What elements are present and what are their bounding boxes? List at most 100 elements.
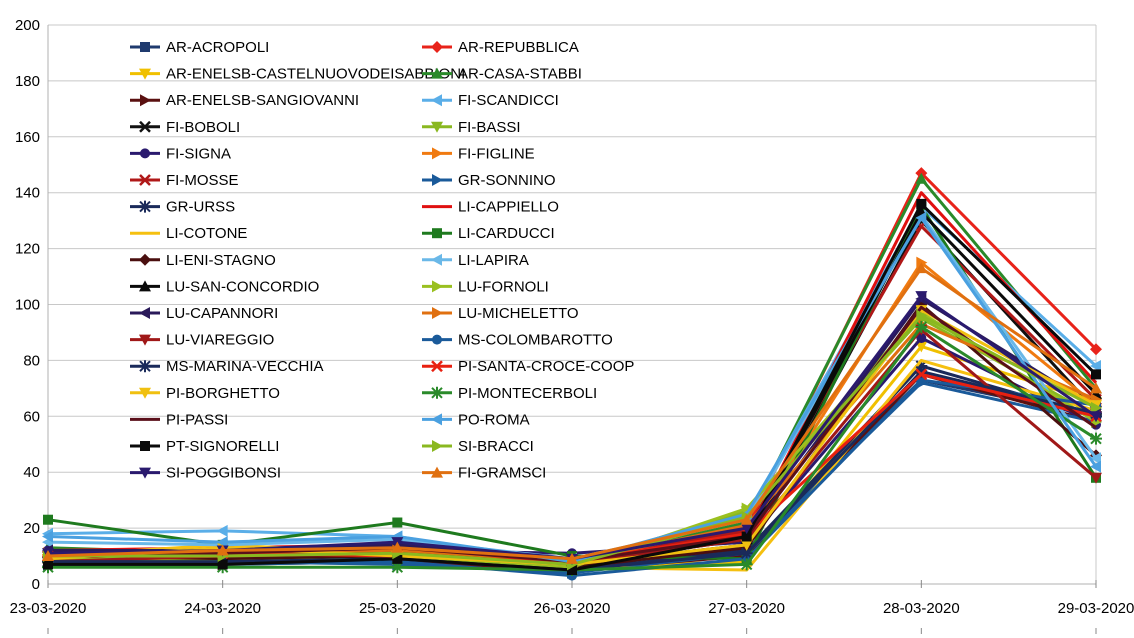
y-tick-label: 60 [23,408,40,425]
x-tick-label: 25-03-2020 [359,600,436,617]
legend-label: PI-PASSI [166,411,228,428]
data-point [1090,460,1101,473]
legend-swatch-marker [432,307,443,319]
legend-swatch-marker [431,413,442,426]
x-tick-label: 28-03-2020 [883,600,960,617]
y-tick-label: 200 [15,17,40,34]
legend-entry: LI-CARDUCCI [422,225,555,242]
legend-swatch-marker [432,147,443,160]
legend-label: FI-SCANDICCI [458,92,559,109]
data-point [916,309,928,322]
data-point [1091,369,1101,380]
legend-swatch-marker [431,466,443,478]
legend-label: FI-BOBOLI [166,119,240,136]
legend-label: FI-GRAMSCI [458,465,546,482]
data-point [1090,343,1102,356]
series-fi-gramsci [42,262,1102,564]
legend-swatch-marker [140,94,151,107]
legend-swatch-marker [140,441,150,451]
y-tick-label: 120 [15,241,40,258]
legend-label: FI-SIGNA [166,145,231,162]
data-point [915,211,927,224]
legend-entry: AR-ENELSB-CASTELNUOVODEISABBIONI [130,66,465,83]
data-point [391,561,404,574]
legend-swatch-marker [431,67,443,79]
legend-swatch-marker [139,253,151,266]
legend-entry: LI-LAPIRA [422,252,529,269]
legend-label: MS-COLOMBAROTTO [458,332,613,349]
data-point [915,172,928,184]
data-point [915,262,928,274]
legend-swatch-marker [140,42,150,52]
legend-swatch-marker [432,174,443,186]
legend-label: LU-SAN-CONCORDIO [166,278,319,295]
data-point [566,552,578,564]
data-point [392,517,403,528]
data-point [43,559,53,570]
data-point [741,502,753,515]
data-point [391,541,404,553]
legend-label: AR-ENELSB-CASTELNUOVODEISABBIONI [166,66,465,83]
series-group [42,167,1102,581]
data-point [216,544,229,556]
legend-swatch-marker [139,387,151,399]
legend-entry: LU-FORNOLI [422,278,549,295]
legend-swatch-marker [432,228,442,239]
data-point [42,550,54,562]
legend-label: PI-MONTECERBOLI [458,385,597,402]
legend-label: LU-MICHELETTO [458,305,579,322]
legend-entry: MS-MARINA-VECCHIA [130,358,324,375]
legend-label: GR-URSS [166,199,235,216]
data-point [740,523,753,535]
y-tick-label: 0 [32,576,40,593]
legend-entry: PI-BORGHETTO [130,385,280,402]
legend-swatch-marker [431,386,443,399]
data-point [392,553,403,564]
legend-entry: SI-POGGIBONSI [130,465,281,482]
legend-label: FI-MOSSE [166,172,239,189]
legend-entry: LU-SAN-CONCORDIO [130,278,319,295]
legend-label: GR-SONNINO [458,172,556,189]
legend-label: PT-SIGNORELLI [166,438,279,455]
data-point [217,559,228,570]
series-pt-signorelli [43,198,1101,576]
legend-entry: FI-MOSSE [130,172,239,189]
legend-swatch-marker [431,94,442,107]
legend-label: LI-COTONE [166,225,247,242]
data-point [1091,401,1102,414]
legend-swatch-marker [139,334,151,346]
legend-label: AR-ACROPOLI [166,39,269,56]
legend-label: LI-CAPPIELLO [458,199,559,216]
legend-entry: GR-URSS [130,199,235,216]
x-tick-label: 24-03-2020 [184,600,261,617]
y-tick-label: 180 [15,73,40,90]
legend-swatch-marker [431,41,443,53]
legend-label: AR-REPUBBLICA [458,39,579,56]
data-point [42,530,53,543]
data-point [216,524,228,537]
data-point [916,198,927,209]
legend-label: AR-CASA-STABBI [458,66,582,83]
legend-entry: MS-COLOMBAROTTO [422,332,613,349]
data-point [915,341,928,353]
legend-entry: AR-REPUBBLICA [422,39,579,56]
data-point [1090,382,1102,394]
legend-swatch-marker [139,360,151,373]
legend-swatch-marker [139,120,151,133]
legend-entry: LI-COTONE [130,225,247,242]
data-point [740,558,753,571]
data-point [916,333,927,344]
legend-entry: SI-BRACCI [422,438,534,455]
legend-entry: FI-SIGNA [130,145,231,162]
data-point [915,320,928,333]
legend-entry: AR-CASA-STABBI [422,66,582,83]
legend-label: FI-BASSI [458,119,521,136]
legend-label: FI-FIGLINE [458,145,535,162]
legend-entry: FI-GRAMSCI [422,465,546,482]
x-tick-label: 26-03-2020 [534,600,611,617]
y-tick-label: 100 [15,297,40,314]
y-tick-label: 40 [23,464,40,481]
legend-label: PI-SANTA-CROCE-COOP [458,358,634,375]
legend-swatch-marker [431,121,443,133]
data-point [1090,359,1101,372]
